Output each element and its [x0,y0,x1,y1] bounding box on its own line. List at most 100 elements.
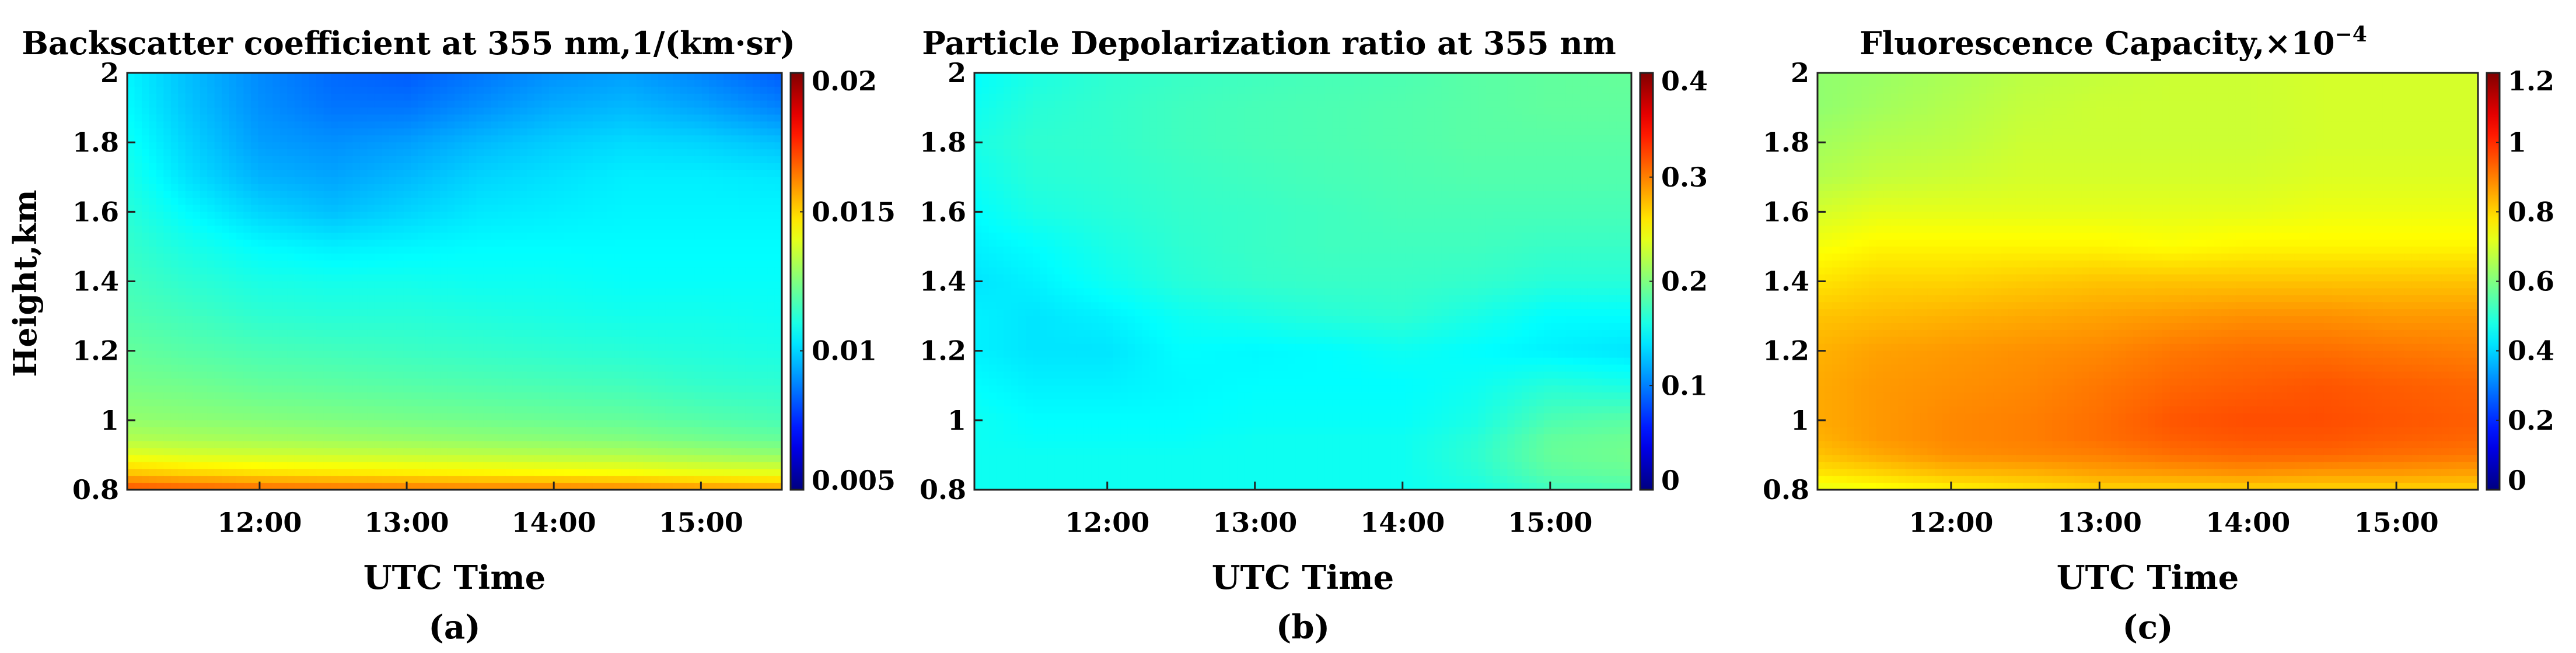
heatmap-cell [534,316,543,324]
heatmap-cell [520,246,528,254]
heatmap-cell [687,184,695,192]
heatmap-cell [389,100,397,108]
heatmap-cell [316,413,324,421]
heatmap-cell [644,302,652,310]
heatmap-cell [432,198,441,206]
heatmap-cell [425,350,434,359]
heatmap-cell [578,184,586,192]
heatmap-cell [585,267,593,275]
heatmap-cell [716,323,725,331]
heatmap-cell [323,93,331,101]
heatmap-cell [265,198,274,206]
heatmap-cell [331,413,339,421]
heatmap-cell [316,309,324,317]
heatmap-cell [331,163,339,171]
heatmap-cell [403,233,411,240]
heatmap-cell [236,170,244,178]
heatmap-cell [331,392,339,400]
heatmap-cell [760,357,768,366]
heatmap-cell [520,240,528,247]
heatmap-cell [512,240,520,247]
heatmap-cell [476,267,484,275]
heatmap-cell [222,267,230,275]
heatmap-cell [636,163,644,171]
heatmap-cell [309,253,317,261]
heatmap-cell [541,191,550,199]
heatmap-cell [432,163,441,171]
heatmap-cell [701,100,710,108]
heatmap-cell [556,274,564,282]
heatmap-cell [455,135,463,143]
heatmap-cell [236,267,244,275]
heatmap-cell [491,100,499,108]
heatmap-cell [149,378,157,387]
heatmap-cell [614,441,623,449]
heatmap-cell [207,240,215,247]
heatmap-cell [665,233,673,240]
heatmap-cell [716,177,725,185]
heatmap-cell [607,357,616,366]
heatmap-cell [338,135,346,143]
heatmap-cell [403,455,411,463]
heatmap-cell [498,93,506,101]
heatmap-cell [665,364,673,373]
heatmap-cell [345,79,354,87]
heatmap-cell [774,336,782,345]
heatmap-cell [279,135,288,143]
heatmap-cell [614,184,623,192]
heatmap-cell [614,156,623,164]
heatmap-cell [250,323,259,331]
heatmap-cell [701,212,710,220]
heatmap-cell [222,219,230,226]
heatmap-cell [200,343,208,352]
heatmap-cell [156,329,165,338]
heatmap-cell [534,100,543,108]
heatmap-cell [600,323,608,331]
heatmap-cell [141,135,150,143]
heatmap-cell [592,128,601,136]
heatmap-cell [338,343,346,352]
heatmap-cell [294,121,302,129]
heatmap-cell [258,295,266,303]
heatmap-cell [476,448,484,456]
heatmap-cell [636,281,644,289]
heatmap-cell [658,184,666,192]
heatmap-cell [527,205,535,213]
heatmap-cell [170,343,179,352]
heatmap-cell [411,184,419,192]
heatmap-cell [730,86,739,94]
heatmap-cell [549,240,557,247]
heatmap-cell [141,316,150,324]
heatmap-cell [149,128,157,136]
heatmap-cell [476,295,484,303]
heatmap-cell [141,121,150,129]
heatmap-cell [636,267,644,275]
heatmap-cell [359,371,368,380]
heatmap-cell [367,420,375,428]
heatmap-cell [774,427,782,435]
heatmap-cell [440,364,448,373]
heatmap-cell [193,302,201,310]
heatmap-cell [359,427,368,435]
heatmap-cell [585,309,593,317]
heatmap-cell [483,114,492,122]
heatmap-cell [498,329,506,338]
heatmap-cell [520,406,528,414]
heatmap-cell [644,378,652,387]
heatmap-cell [323,274,331,282]
heatmap-cell [578,135,586,143]
heatmap-cell [214,399,222,407]
heatmap-cell [571,73,579,80]
heatmap-cell [272,281,281,289]
heatmap-cell [534,399,543,407]
heatmap-cell [302,378,310,387]
heatmap-cell [316,364,324,373]
heatmap-cell [185,336,193,345]
heatmap-cell [549,191,557,199]
heatmap-cell [534,212,543,220]
heatmap-cell [418,253,426,261]
heatmap-cell [476,142,484,150]
heatmap-cell [753,336,761,345]
heatmap-cell [541,441,550,449]
heatmap-cell [302,184,310,192]
